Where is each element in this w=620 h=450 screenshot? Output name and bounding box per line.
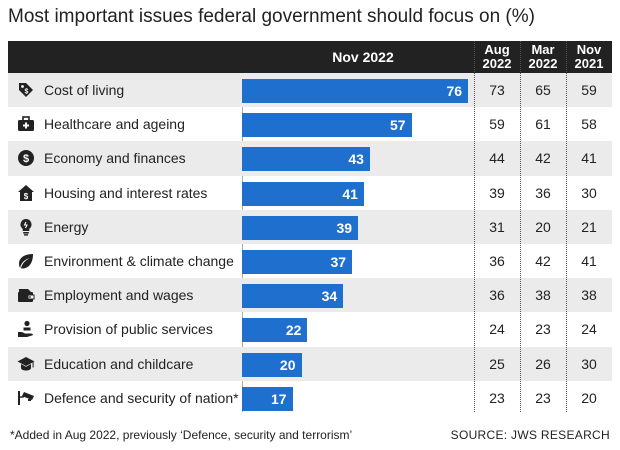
dollar-coin-icon: $ (16, 148, 36, 168)
lightbulb-icon (16, 217, 36, 237)
category-label: Healthcare and ageing (44, 116, 185, 133)
graduation-cap-icon (16, 354, 36, 374)
leaf-icon (16, 251, 36, 271)
bar: 76 (242, 79, 469, 103)
table-cell: 42 (535, 150, 551, 167)
table-cell: 23 (489, 389, 505, 406)
bar-value-label: 43 (348, 151, 364, 168)
table-row: $ Cost of living 76 73 65 59 (8, 73, 612, 108)
table-cell: 26 (535, 355, 551, 372)
header-aug-2022: Aug 2022 (482, 42, 512, 71)
bar-value-label: 39 (336, 219, 353, 236)
svg-text:$: $ (23, 153, 29, 165)
table-cell: 20 (581, 389, 597, 406)
bar: 43 (242, 147, 370, 172)
footnote: *Added in Aug 2022, previously ‘Defence,… (10, 428, 353, 442)
bar: 20 (242, 352, 302, 377)
wallet-icon (16, 285, 36, 305)
chart-title: Most important issues federal government… (8, 6, 535, 27)
category-label: Economy and finances (44, 150, 186, 167)
table-row: Environment & climate change 37 36 42 41 (8, 244, 612, 278)
table-cell: 36 (489, 287, 505, 304)
table-row: $ Housing and interest rates 41 39 36 30 (8, 176, 612, 210)
table-cell: 24 (581, 321, 597, 338)
category-label: Environment & climate change (44, 252, 234, 269)
table-cell: 20 (535, 218, 551, 235)
bar: 17 (242, 386, 293, 411)
table-cell: 36 (535, 184, 551, 201)
table-row: Healthcare and ageing 57 59 61 58 (8, 107, 612, 141)
table-cell: 65 (535, 82, 551, 98)
table-cell: 21 (581, 218, 597, 235)
column-divider (520, 41, 521, 412)
source-credit: SOURCE: JWS RESEARCH (450, 428, 610, 442)
category-label: Cost of living (44, 82, 125, 98)
bar-value-label: 57 (389, 117, 406, 134)
table-cell: 31 (489, 218, 505, 235)
table-cell: 39 (489, 184, 505, 201)
bar-value-label: 17 (270, 390, 287, 407)
column-divider (566, 41, 567, 412)
bar-value-label: 22 (285, 322, 302, 339)
category-label: Provision of public services (44, 321, 213, 338)
svg-text:$: $ (24, 192, 29, 201)
table-row: Defence and security of nation* 17 23 23 20 (8, 381, 612, 415)
table-row: Provision of public services 22 24 23 24 (8, 312, 612, 346)
bar-value-label: 41 (342, 185, 358, 202)
first-aid-kit-icon (16, 114, 36, 134)
table-row: Energy 39 31 20 21 (8, 209, 612, 244)
svg-text:$: $ (25, 89, 29, 96)
table-cell: 59 (489, 116, 505, 133)
bar: 34 (242, 284, 344, 309)
bar-value-label: 20 (279, 356, 296, 373)
table-cell: 42 (535, 252, 551, 269)
table-cell: 23 (535, 321, 551, 338)
table-cell: 61 (535, 116, 551, 133)
table-cell: 38 (581, 287, 597, 304)
house-dollar-icon: $ (16, 183, 36, 203)
category-label: Defence and security of nation* (44, 389, 239, 406)
category-label: Housing and interest rates (44, 184, 208, 201)
table-row: Education and childcare 20 25 26 30 (8, 346, 612, 381)
header-mar-2022: Mar 2022 (528, 42, 558, 71)
table-cell: 73 (489, 82, 505, 98)
header-current-period: Nov 2022 (332, 49, 394, 65)
chart-rows: $ Cost of living 76 73 65 59 Healthcare and ag… (8, 73, 612, 415)
bar: 39 (242, 215, 359, 240)
table-cell: 24 (489, 321, 505, 338)
bar: 57 (242, 113, 412, 138)
category-label: Energy (44, 218, 89, 235)
bar-value-label: 37 (330, 253, 347, 270)
bar-value-label: 76 (446, 83, 463, 99)
hand-person-icon (16, 319, 36, 339)
security-camera-icon (16, 388, 36, 408)
price-tag-icon: $ (16, 80, 36, 100)
table-cell: 36 (489, 252, 505, 269)
table-cell: 38 (535, 287, 551, 304)
bar: 41 (242, 181, 364, 206)
bar-value-label: 34 (321, 288, 338, 305)
category-label: Employment and wages (44, 287, 194, 304)
table-cell: 44 (489, 150, 505, 167)
table-cell: 25 (489, 355, 505, 372)
table-cell: 59 (581, 82, 597, 98)
column-divider (474, 41, 475, 412)
table-row: $ Economy and finances 43 44 42 41 (8, 141, 612, 176)
table-header: Nov 2022 Aug 2022 Mar 2022 Nov 2021 (8, 41, 612, 73)
table-cell: 30 (581, 184, 597, 201)
table-row: Employment and wages 34 36 38 38 (8, 278, 612, 313)
bar: 22 (242, 318, 308, 343)
table-cell: 30 (581, 355, 597, 372)
table-cell: 41 (581, 150, 597, 167)
table-cell: 23 (535, 389, 551, 406)
table-cell: 58 (581, 116, 597, 133)
header-nov-2021: Nov 2021 (574, 42, 604, 71)
table-cell: 41 (581, 252, 597, 269)
bar: 37 (242, 249, 353, 274)
category-label: Education and childcare (44, 355, 194, 372)
